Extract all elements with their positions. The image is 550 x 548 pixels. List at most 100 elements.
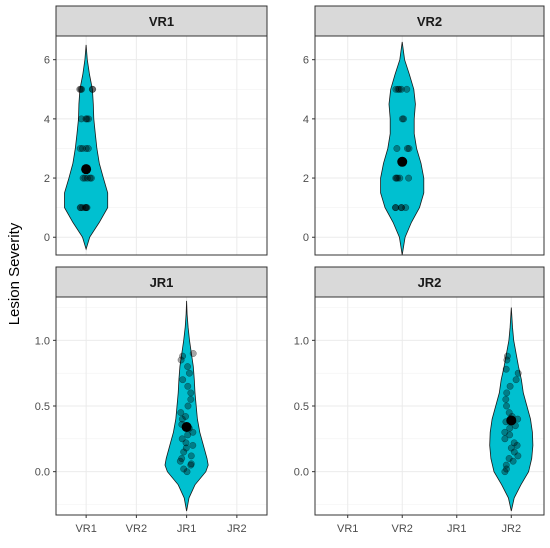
data-point bbox=[503, 389, 511, 397]
panel-border bbox=[314, 296, 545, 516]
data-point bbox=[187, 389, 195, 397]
data-point bbox=[187, 452, 195, 460]
data-point bbox=[84, 145, 92, 152]
panel-vr1: VR1 0 2 4 6 bbox=[44, 5, 268, 256]
y-tick-label: 0 bbox=[44, 232, 50, 244]
data-point bbox=[395, 85, 403, 93]
data-point bbox=[177, 356, 185, 364]
data-point bbox=[503, 402, 510, 410]
data-point bbox=[503, 465, 510, 473]
panel-border bbox=[55, 296, 268, 516]
data-point bbox=[76, 145, 84, 152]
x-tick-label: VR1 bbox=[75, 523, 96, 535]
data-point bbox=[394, 85, 402, 93]
data-point bbox=[178, 435, 186, 443]
data-point bbox=[86, 174, 94, 182]
data-point bbox=[77, 204, 85, 212]
data-point bbox=[185, 369, 193, 377]
data-point bbox=[79, 174, 87, 182]
mean-point bbox=[397, 156, 408, 167]
mean-point bbox=[81, 164, 92, 175]
data-point bbox=[405, 145, 413, 152]
data-point bbox=[85, 115, 93, 123]
x-tick-label: JR2 bbox=[227, 523, 247, 535]
data-point bbox=[510, 439, 518, 447]
data-point bbox=[397, 204, 405, 212]
y-tick-label: 0.5 bbox=[294, 401, 309, 413]
panel-border bbox=[55, 35, 268, 256]
data-point bbox=[189, 350, 197, 357]
data-point bbox=[78, 145, 86, 152]
x-tick-label: VR2 bbox=[392, 523, 413, 535]
y-tick-label: 2 bbox=[44, 173, 50, 185]
mean-point bbox=[506, 415, 517, 426]
data-point bbox=[81, 204, 89, 212]
data-point bbox=[505, 455, 513, 462]
panel-jr2: JR2 0.0 0.5 1.0 bbox=[294, 266, 545, 516]
panel-vr2: VR2 0 2 4 6 bbox=[303, 5, 545, 256]
data-point bbox=[178, 415, 186, 423]
violin-jr1 bbox=[164, 300, 209, 512]
data-point bbox=[83, 204, 91, 212]
data-point bbox=[82, 204, 90, 212]
y-tick-label: 2 bbox=[303, 173, 309, 185]
data-point bbox=[178, 455, 186, 462]
data-point bbox=[81, 174, 89, 182]
data-point bbox=[184, 382, 192, 390]
y-tick-label: 4 bbox=[303, 114, 309, 126]
data-point bbox=[184, 402, 192, 410]
data-point bbox=[501, 435, 509, 443]
data-point bbox=[87, 174, 95, 182]
data-point bbox=[512, 376, 520, 384]
y-tick-label: 1.0 bbox=[294, 335, 309, 347]
data-point bbox=[397, 85, 405, 93]
data-point bbox=[514, 452, 522, 460]
x-tick-label: JR1 bbox=[177, 523, 197, 535]
data-point bbox=[182, 413, 190, 420]
data-point bbox=[183, 468, 191, 476]
violin-jr2 bbox=[489, 307, 534, 512]
data-point bbox=[187, 461, 195, 469]
y-tick-label: 6 bbox=[44, 55, 50, 67]
data-point bbox=[513, 441, 521, 449]
data-point bbox=[507, 444, 515, 452]
data-point bbox=[187, 395, 195, 403]
data-point bbox=[182, 439, 190, 447]
panel-strip bbox=[314, 5, 545, 37]
data-point bbox=[180, 448, 188, 456]
data-point bbox=[176, 457, 184, 465]
data-point bbox=[177, 409, 185, 417]
data-point bbox=[402, 204, 410, 212]
data-point bbox=[79, 204, 87, 212]
data-point bbox=[400, 115, 408, 123]
data-point bbox=[403, 85, 411, 93]
data-point bbox=[394, 174, 402, 182]
data-point bbox=[391, 204, 399, 212]
data-point bbox=[82, 115, 90, 123]
x-tick-label: VR2 bbox=[126, 523, 147, 535]
data-point bbox=[393, 145, 401, 152]
data-point bbox=[502, 461, 510, 469]
data-point bbox=[514, 369, 522, 377]
data-point bbox=[82, 145, 90, 152]
y-tick-label: 6 bbox=[303, 55, 309, 67]
x-tick-label: JR1 bbox=[447, 523, 467, 535]
data-point bbox=[509, 457, 517, 465]
data-point bbox=[78, 85, 86, 93]
data-point bbox=[501, 468, 509, 476]
data-point bbox=[398, 204, 406, 212]
data-point bbox=[189, 428, 197, 436]
violin-vr2 bbox=[380, 41, 425, 256]
y-tick-label: 0.0 bbox=[294, 467, 309, 479]
data-point bbox=[89, 85, 97, 93]
panel-strip-label: VR1 bbox=[149, 14, 174, 29]
data-point bbox=[179, 376, 187, 384]
panel-background bbox=[315, 36, 544, 255]
y-axis-title: Lesion Severity bbox=[6, 222, 23, 325]
panel-strip bbox=[55, 5, 268, 37]
panel-border bbox=[314, 35, 545, 256]
data-point bbox=[506, 424, 514, 432]
y-tick-label: 0.5 bbox=[35, 401, 50, 413]
data-point bbox=[182, 444, 190, 452]
